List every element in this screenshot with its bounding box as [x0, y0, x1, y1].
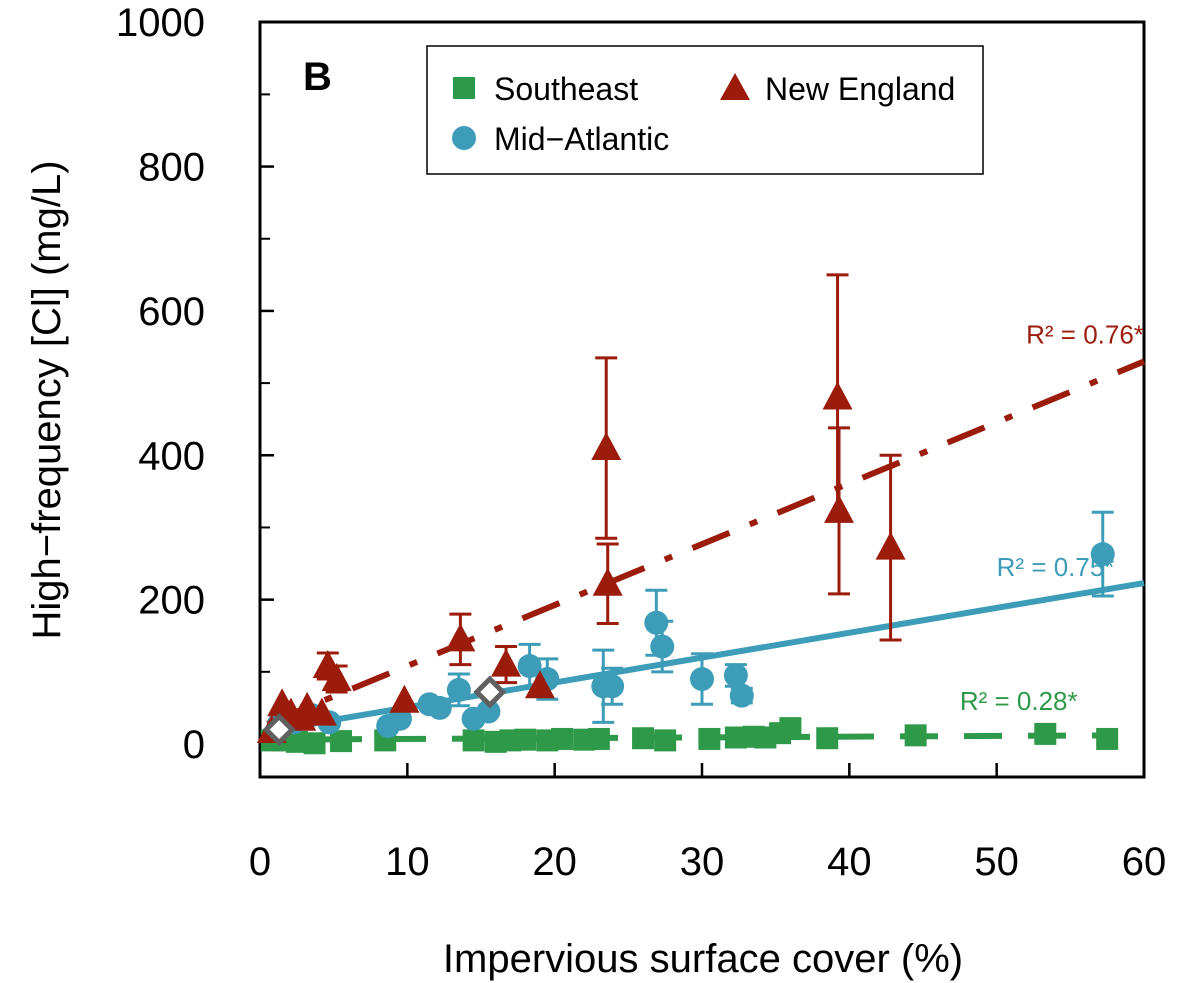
legend-box — [426, 45, 984, 175]
data-point — [551, 727, 574, 750]
x-axis: 0 10 20 30 40 50 60 — [249, 763, 1166, 884]
data-point — [822, 381, 853, 410]
data-point — [1096, 727, 1119, 750]
y-tick-label: 0 — [183, 723, 205, 767]
data-point — [875, 531, 906, 560]
data-point — [321, 663, 352, 692]
y-axis: 0 200 400 600 800 1000 — [116, 1, 274, 767]
data-point — [644, 610, 669, 635]
y-tick-label: 800 — [138, 146, 205, 190]
data-point — [1090, 542, 1115, 567]
legend-marker — [453, 77, 475, 99]
data-point — [650, 634, 675, 659]
data-point — [303, 732, 326, 755]
data-point — [330, 730, 353, 753]
x-tick-label: 10 — [385, 840, 430, 884]
r2-labels: R² = 0.28* R² = 0.75* R² = 0.76* — [960, 319, 1144, 716]
legend: Southeast New England Mid−Atlantic — [426, 45, 984, 175]
x-tick-label: 20 — [532, 840, 577, 884]
r2-label: R² = 0.28* — [960, 686, 1078, 716]
data-point — [600, 674, 625, 699]
data-point — [698, 727, 721, 750]
legend-label: Mid−Atlantic — [494, 121, 669, 157]
data-point — [824, 494, 855, 523]
data-point — [816, 727, 839, 750]
legend-marker — [452, 126, 476, 150]
data-point — [491, 648, 522, 677]
legend-label: New England — [765, 71, 955, 107]
legend-label: Southeast — [494, 71, 638, 107]
data-point — [592, 567, 623, 596]
data-point — [723, 663, 748, 688]
data-point — [446, 677, 471, 702]
data-point — [514, 728, 537, 751]
data-point — [285, 730, 308, 753]
x-tick-label: 30 — [680, 840, 725, 884]
r2-label: R² = 0.75* — [997, 552, 1115, 582]
data-point — [587, 727, 610, 750]
legend-marker — [720, 73, 750, 100]
data-point — [779, 717, 802, 740]
data-point — [517, 654, 542, 679]
data-point — [473, 675, 507, 709]
data-point — [1034, 722, 1057, 745]
data-point — [524, 670, 555, 699]
y-tick-label: 600 — [138, 290, 205, 334]
data-point — [387, 706, 412, 731]
data-point — [591, 432, 622, 461]
y-axis-title: High−frequency [Cl] (mg/L) — [25, 160, 69, 639]
x-tick-label: 40 — [827, 840, 872, 884]
data-point — [729, 683, 754, 708]
data-point — [476, 699, 501, 724]
data-point — [654, 729, 677, 752]
data-point — [306, 697, 337, 726]
trend-line — [266, 358, 1146, 727]
data-point — [904, 724, 927, 747]
panel-label: B — [303, 55, 332, 99]
x-axis-title: Impervious surface cover (%) — [443, 937, 963, 981]
legend-items: Southeast New England Mid−Atlantic — [452, 71, 955, 157]
r2-label: R² = 0.76* — [1026, 319, 1144, 349]
data-point — [690, 667, 714, 692]
x-tick-label: 0 — [249, 840, 271, 884]
data-point — [724, 726, 747, 749]
x-tick-label: 60 — [1122, 840, 1167, 884]
data-point — [445, 623, 476, 652]
y-tick-label: 1000 — [116, 1, 205, 45]
data-point — [632, 727, 655, 750]
data-point — [427, 695, 452, 720]
y-tick-label: 400 — [138, 434, 205, 478]
data-point — [262, 713, 296, 747]
data-point — [389, 684, 420, 713]
trend-line — [259, 732, 1115, 743]
x-tick-label: 50 — [974, 840, 1019, 884]
y-tick-label: 200 — [138, 579, 205, 623]
data-point — [462, 729, 485, 752]
data-markers — [256, 381, 1119, 755]
